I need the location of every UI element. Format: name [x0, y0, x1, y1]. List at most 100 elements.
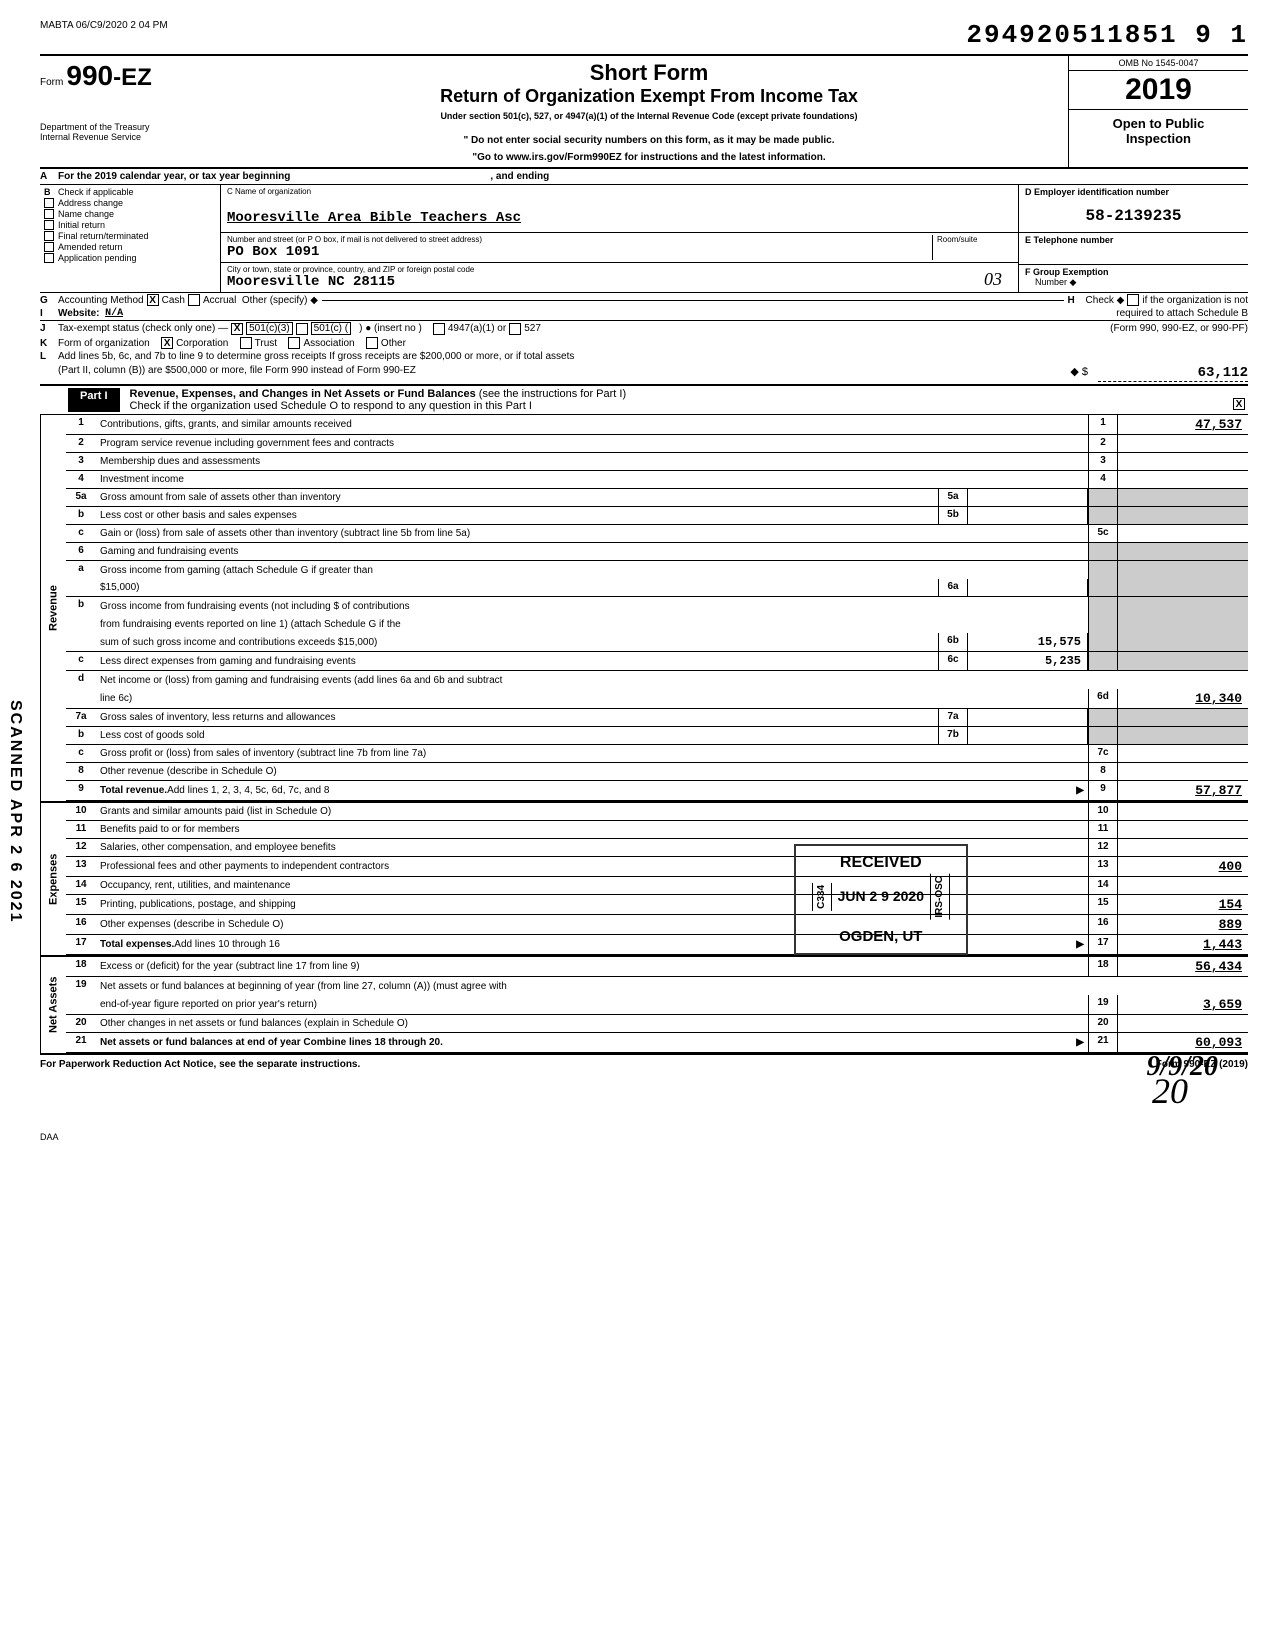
open-public-line1: Open to Public: [1069, 116, 1248, 131]
check-other-org[interactable]: [366, 337, 378, 349]
row-number: c: [66, 652, 96, 670]
table-row: 17Total expenses. Add lines 10 through 1…: [66, 935, 1248, 955]
check-accrual[interactable]: [188, 294, 200, 306]
shaded-cell: [1088, 652, 1118, 670]
end-val: 56,434: [1118, 957, 1248, 976]
form-number: 990: [66, 60, 113, 91]
row-number: [66, 633, 96, 651]
check-527[interactable]: [509, 323, 521, 335]
opt-trust: Trust: [255, 338, 277, 349]
lbl-A: A: [40, 171, 58, 182]
table-row: 2Program service revenue including gover…: [66, 435, 1248, 453]
shaded-cell: [1118, 652, 1248, 670]
check-4947[interactable]: [433, 323, 445, 335]
end-num: 7c: [1088, 745, 1118, 762]
irs-label: Internal Revenue Service: [40, 132, 222, 142]
mid-num: 7b: [938, 727, 968, 744]
netassets-section: Net Assets 18Excess or (deficit) for the…: [40, 955, 1248, 1055]
shaded-cell: [1118, 709, 1248, 726]
shaded-cell: [1118, 507, 1248, 524]
end-num: 8: [1088, 763, 1118, 780]
row-desc: Other revenue (describe in Schedule O): [96, 763, 1088, 780]
rowL-total: 63,112: [1098, 365, 1248, 382]
rowL-text1: Add lines 5b, 6c, and 7b to line 9 to de…: [58, 351, 574, 362]
row-J: J Tax-exempt status (check only one) — X…: [40, 320, 1248, 336]
rowI-right: (Form 990, 990-EZ, or 990-PF): [1110, 323, 1248, 334]
row-L1: L Add lines 5b, 6c, and 7b to line 9 to …: [40, 350, 1248, 363]
table-row: 8Other revenue (describe in Schedule O)8: [66, 763, 1248, 781]
addr-label: Number and street (or P O box, if mail i…: [227, 235, 932, 244]
website-value: N/A: [105, 308, 123, 319]
check-address[interactable]: [44, 198, 54, 208]
row-number: [66, 689, 96, 708]
shaded-cell: [1088, 561, 1118, 579]
table-row: 19Net assets or fund balances at beginni…: [66, 977, 1248, 995]
row-I: I Website: N/A required to attach Schedu…: [40, 307, 1248, 320]
table-row: 5aGross amount from sale of assets other…: [66, 489, 1248, 507]
col-D: D Employer identification number 58-2139…: [1018, 185, 1248, 292]
lbl-B: B: [44, 187, 58, 197]
row-desc: Less cost or other basis and sales expen…: [96, 507, 938, 524]
table-row: cGross profit or (loss) from sales of in…: [66, 745, 1248, 763]
check-cash[interactable]: X: [147, 294, 159, 306]
end-num: 14: [1088, 877, 1118, 894]
table-row: 9Total revenue. Add lines 1, 2, 3, 4, 5c…: [66, 781, 1248, 801]
top-row: MABTA 06/C9/2020 2 04 PM 294920511851 9 …: [40, 20, 1248, 50]
lbl-I: I: [40, 308, 58, 319]
check-H[interactable]: [1127, 294, 1139, 306]
check-pending[interactable]: [44, 253, 54, 263]
end-val: [1118, 471, 1248, 488]
part-I-title: Revenue, Expenses, and Changes in Net As…: [120, 388, 1230, 412]
shaded-cell: [1088, 579, 1118, 596]
mid-num: 5a: [938, 489, 968, 506]
check-amended[interactable]: [44, 242, 54, 252]
part-I-subtitle: (see the instructions for Part I): [479, 388, 626, 400]
check-501c3[interactable]: X: [231, 323, 243, 335]
table-row: 13Professional fees and other payments t…: [66, 857, 1248, 877]
mid-val: [968, 579, 1088, 596]
mid-val: 15,575: [968, 633, 1088, 651]
check-if-applicable: Check if applicable: [58, 187, 134, 197]
check-name[interactable]: [44, 209, 54, 219]
row-number: 14: [66, 877, 96, 894]
end-num: 20: [1088, 1015, 1118, 1032]
row-desc: Other changes in net assets or fund bala…: [96, 1015, 1088, 1032]
check-assoc[interactable]: [288, 337, 300, 349]
tax-year: 2019: [1069, 71, 1248, 110]
check-final[interactable]: [44, 231, 54, 241]
end-num: 15: [1088, 895, 1118, 914]
row-desc: end-of-year figure reported on prior yea…: [96, 995, 1088, 1014]
check-corp[interactable]: X: [161, 337, 173, 349]
header-right: OMB No 1545-0047 2019 Open to Public Ins…: [1068, 56, 1248, 167]
check-initial[interactable]: [44, 220, 54, 230]
row-number: 2: [66, 435, 96, 452]
header-left: Form 990-EZ Department of the Treasury I…: [40, 56, 230, 167]
e-tel-label: E Telephone number: [1025, 235, 1242, 245]
shaded-cell: [1118, 489, 1248, 506]
expenses-label: Expenses: [40, 803, 66, 955]
check-501c[interactable]: [296, 323, 308, 335]
row-desc: Program service revenue including govern…: [96, 435, 1088, 452]
check-trust[interactable]: [240, 337, 252, 349]
table-row: 7aGross sales of inventory, less returns…: [66, 709, 1248, 727]
shaded-cell: [1088, 507, 1118, 524]
row-number: 11: [66, 821, 96, 838]
row-G: G Accounting Method XCash Accrual Other …: [40, 293, 1248, 307]
row-number: 9: [66, 781, 96, 800]
check-schedule-o[interactable]: X: [1233, 398, 1245, 410]
opt-527: 527: [524, 323, 541, 334]
end-num: 9: [1088, 781, 1118, 800]
row-number: [66, 995, 96, 1014]
lbl-G: G: [40, 295, 58, 306]
end-num: 17: [1088, 935, 1118, 954]
table-row: 14Occupancy, rent, utilities, and mainte…: [66, 877, 1248, 895]
stamp-received-text: RECEIVED: [812, 852, 950, 874]
omb-number: OMB No 1545-0047: [1069, 56, 1248, 71]
dept-treasury: Department of the Treasury: [40, 122, 222, 132]
addr-value: PO Box 1091: [227, 244, 932, 260]
row-number: 6: [66, 543, 96, 560]
title-under: Under section 501(c), 527, or 4947(a)(1)…: [240, 111, 1058, 121]
table-row: 1Contributions, gifts, grants, and simil…: [66, 415, 1248, 435]
row-number: 18: [66, 957, 96, 976]
end-val: [1118, 803, 1248, 820]
